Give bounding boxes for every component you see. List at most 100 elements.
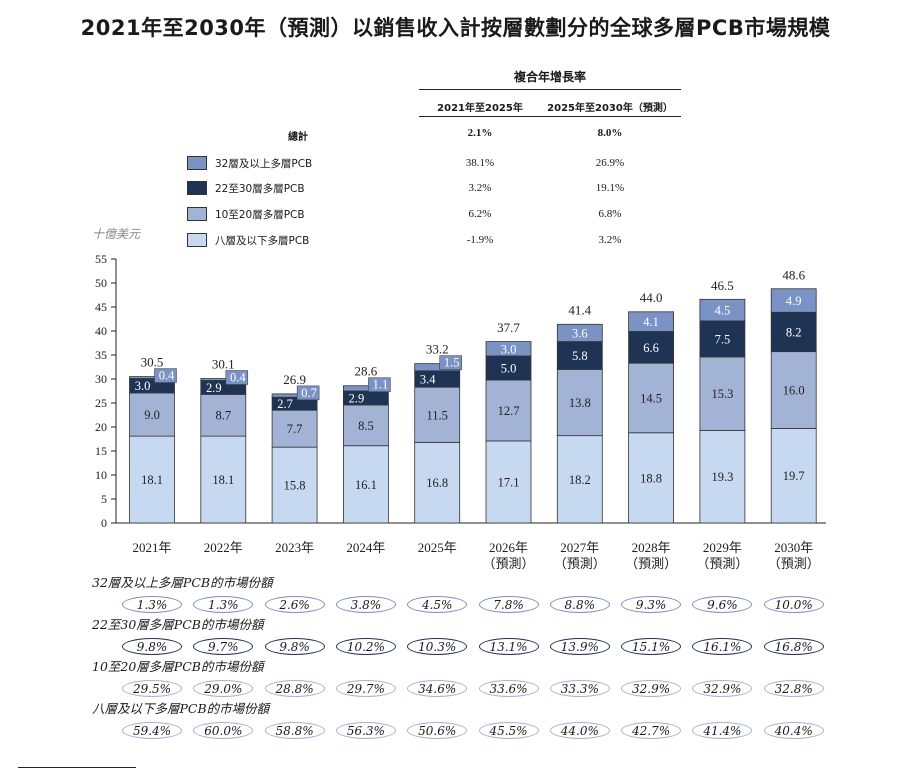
market-share-value: 16.1% bbox=[692, 638, 753, 655]
total-label: 46.5 bbox=[711, 278, 734, 293]
y-tick-label: 10 bbox=[95, 468, 107, 482]
total-label: 30.1 bbox=[212, 357, 235, 372]
data-label: 15.3 bbox=[711, 387, 733, 401]
y-tick-label: 15 bbox=[95, 444, 107, 458]
bar-segment bbox=[200, 435, 247, 524]
market-share-value: 9.6% bbox=[692, 596, 753, 613]
market-share-value: 9.8% bbox=[264, 638, 325, 655]
bar-segment bbox=[129, 435, 175, 524]
data-label: 1.5 bbox=[444, 356, 460, 370]
data-label: 14.5 bbox=[640, 391, 662, 405]
y-tick-label: 5 bbox=[101, 492, 107, 506]
data-label: 18.1 bbox=[212, 473, 234, 487]
stacked-bar-chart: 051015202530354045505518.19.03.00.430.52… bbox=[95, 252, 826, 571]
market-share-value: 13.9% bbox=[549, 638, 610, 655]
data-label: 2.9 bbox=[206, 381, 222, 395]
total-label: 26.9 bbox=[283, 372, 306, 387]
x-tick-label: 2025年 bbox=[418, 540, 457, 555]
footnote-rule bbox=[18, 767, 136, 768]
data-label: 3.6 bbox=[572, 326, 588, 340]
bar-segment bbox=[271, 446, 318, 524]
bar-segment bbox=[414, 441, 461, 524]
cagr-total-label: 總計 bbox=[288, 132, 308, 143]
data-label: 18.2 bbox=[569, 473, 591, 487]
bar-segment bbox=[485, 355, 532, 381]
data-label: 4.9 bbox=[786, 294, 802, 308]
market-share-title: 10至20層多層PCB的市場份額 bbox=[92, 659, 264, 674]
market-share-value: 41.4% bbox=[692, 722, 753, 739]
y-tick-label: 25 bbox=[95, 396, 107, 410]
bar-segment bbox=[628, 362, 674, 434]
cagr-value: -1.9% bbox=[466, 234, 494, 246]
bar-segment bbox=[556, 323, 603, 342]
data-label-box bbox=[296, 385, 320, 401]
market-share-value: 59.4% bbox=[122, 722, 182, 739]
data-label: 12.7 bbox=[498, 404, 520, 418]
y-tick-label: 0 bbox=[101, 516, 107, 530]
market-share-value: 33.3% bbox=[549, 680, 610, 697]
cagr-value: 38.1% bbox=[465, 157, 495, 169]
data-label: 9.0 bbox=[144, 408, 160, 422]
market-share-value: 32.8% bbox=[763, 680, 824, 697]
data-label: 18.8 bbox=[640, 471, 662, 485]
bar-segment bbox=[770, 311, 817, 353]
data-label: 16.8 bbox=[426, 476, 448, 490]
market-share-value: 9.7% bbox=[193, 638, 254, 655]
cagr-total-1: 2.1% bbox=[467, 127, 493, 139]
x-tick-sublabel: （預測） bbox=[554, 556, 606, 571]
bar-segment bbox=[770, 288, 817, 313]
total-label: 48.6 bbox=[782, 268, 805, 283]
data-label: 0.4 bbox=[230, 371, 246, 385]
market-share-value: 60.0% bbox=[193, 722, 254, 739]
bar-segment bbox=[699, 298, 746, 322]
market-share-value: 16.8% bbox=[763, 638, 824, 655]
data-label: 0.4 bbox=[159, 369, 175, 383]
market-share-value: 7.8% bbox=[478, 596, 539, 613]
cagr-total-2: 8.0% bbox=[597, 127, 623, 139]
cagr-value: 19.1% bbox=[595, 182, 625, 194]
cagr-value: 3.2% bbox=[598, 234, 622, 246]
market-share-value: 8.8% bbox=[549, 596, 610, 613]
x-tick-label: 2022年 bbox=[204, 540, 243, 555]
cagr-value: 6.8% bbox=[598, 208, 622, 220]
data-label: 5.8 bbox=[572, 349, 588, 363]
cagr-col-1: 2021年至2025年 bbox=[437, 103, 523, 114]
total-label: 37.7 bbox=[497, 320, 520, 335]
chart-title: 2021年至2030年（預測）以銷售收入計按層數劃分的全球多層PCB市場規模 bbox=[80, 16, 831, 40]
legend-swatch bbox=[187, 233, 207, 247]
data-label: 8.5 bbox=[358, 419, 374, 433]
market-share-value: 29.0% bbox=[193, 680, 254, 697]
market-share-value: 2.6% bbox=[264, 596, 325, 613]
bar-segment bbox=[770, 351, 817, 429]
data-label: 4.1 bbox=[643, 315, 659, 329]
data-label-box bbox=[368, 377, 391, 392]
x-tick-label: 2030年 bbox=[774, 540, 813, 555]
legend-swatch bbox=[187, 207, 207, 221]
data-label-box bbox=[439, 355, 462, 370]
market-share-value: 32.9% bbox=[692, 680, 753, 697]
data-label: 18.1 bbox=[141, 473, 163, 487]
market-share-value: 33.6% bbox=[478, 680, 539, 697]
y-tick-label: 50 bbox=[95, 276, 107, 290]
legend-label: 32層及以上多層PCB bbox=[215, 158, 313, 170]
data-label: 2.9 bbox=[349, 391, 365, 405]
bar-segment bbox=[200, 393, 247, 437]
x-tick-label: 2023年 bbox=[275, 540, 314, 555]
y-tick-label: 20 bbox=[95, 420, 107, 434]
bar-segment bbox=[342, 404, 389, 447]
data-label: 6.6 bbox=[643, 341, 659, 355]
data-label: 1.1 bbox=[373, 378, 389, 392]
market-share-value: 1.3% bbox=[122, 596, 182, 613]
market-share-value: 32.9% bbox=[621, 680, 682, 697]
market-share-value: 3.8% bbox=[335, 596, 396, 613]
market-share-value: 58.8% bbox=[264, 722, 325, 739]
data-label-box bbox=[225, 370, 249, 385]
data-label: 19.7 bbox=[783, 469, 805, 483]
market-share-value: 56.3% bbox=[335, 722, 396, 739]
bar-segment bbox=[628, 331, 674, 364]
market-share-title: 32層及以上多層PCB的市場份額 bbox=[92, 575, 273, 590]
data-label: 7.7 bbox=[287, 422, 303, 436]
bar-segment bbox=[556, 341, 603, 370]
market-share-value: 45.5% bbox=[478, 722, 539, 739]
x-tick-sublabel: （預測） bbox=[482, 556, 534, 571]
